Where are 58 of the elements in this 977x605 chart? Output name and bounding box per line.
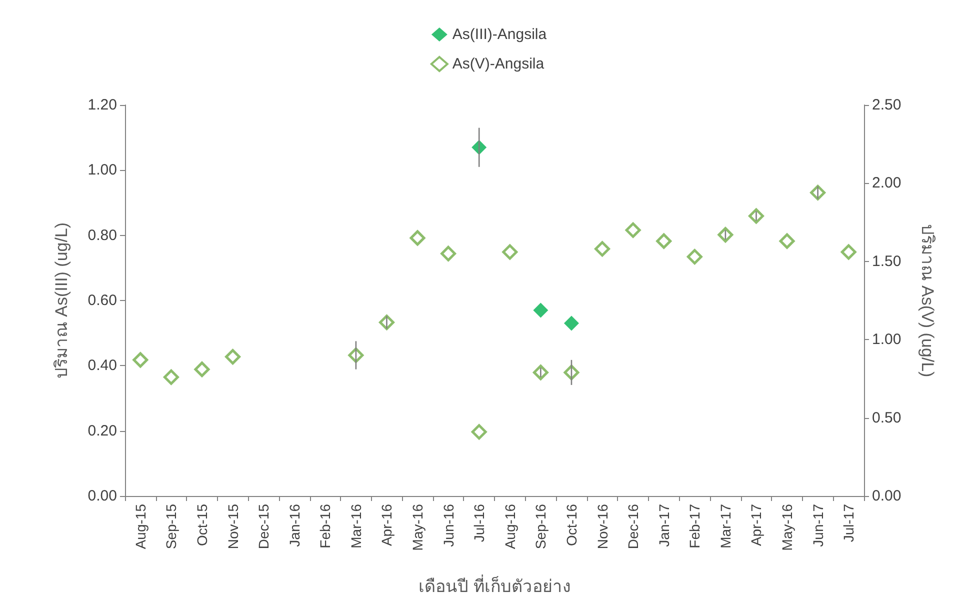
x-tick-label: Oct-16 xyxy=(563,504,580,546)
y-tick-label: 0.40 xyxy=(88,357,117,374)
y-axis-title: ปริมาณ As(III) (ug/L) xyxy=(52,222,71,379)
y2-tick-label: 0.00 xyxy=(872,488,902,504)
x-tick-label: Dec-16 xyxy=(625,504,642,550)
x-tick-label: Mar-17 xyxy=(717,504,734,548)
point xyxy=(625,222,641,238)
x-tick-label: Aug-16 xyxy=(502,504,518,550)
x-tick-label: Jun-17 xyxy=(810,504,826,547)
legend-label: As(V)-Angsila xyxy=(452,56,545,72)
y2-axis-title: ปริมาณ As(V) (ug/L) xyxy=(918,224,937,378)
point xyxy=(410,230,426,246)
point xyxy=(440,246,456,262)
y-tick-label: 1.20 xyxy=(88,96,117,114)
point xyxy=(840,244,856,260)
point xyxy=(163,369,179,385)
x-axis-title: เดือนปี ที่เก็บตัวอย่าง xyxy=(418,574,570,596)
x-tick-label: May-16 xyxy=(410,504,426,551)
point xyxy=(779,233,795,249)
y2-tick-label: 1.00 xyxy=(872,331,902,348)
x-tick-label: Dec-15 xyxy=(256,504,272,550)
point xyxy=(533,302,548,318)
x-tick-label: Jun-16 xyxy=(440,504,456,547)
x-tick-label: Jul-16 xyxy=(471,504,488,542)
x-tick-label: Sep-16 xyxy=(532,504,549,550)
y-tick-label: 0.60 xyxy=(88,292,117,309)
x-tick-label: Apr-16 xyxy=(378,504,395,546)
x-tick-label: Apr-17 xyxy=(748,504,764,546)
point xyxy=(502,244,518,260)
y2-tick-label: 2.00 xyxy=(872,174,902,192)
x-tick-label: Aug-15 xyxy=(132,504,148,550)
x-tick-label: Sep-15 xyxy=(163,504,180,550)
x-tick-label: May-16 xyxy=(779,504,796,551)
point xyxy=(686,248,702,264)
y2-tick-label: 1.50 xyxy=(872,252,902,270)
y-tick-label: 0.00 xyxy=(88,488,117,504)
point xyxy=(132,352,148,368)
x-tick-label: Feb-16 xyxy=(317,504,334,548)
x-tick-label: Oct-15 xyxy=(194,504,210,546)
y2-tick-label: 0.50 xyxy=(872,409,902,426)
x-tick-label: Jan-16 xyxy=(286,504,302,547)
point xyxy=(656,233,672,249)
x-tick-label: Feb-17 xyxy=(686,504,703,548)
x-tick-label: Jul-17 xyxy=(840,504,857,542)
x-tick-label: Nov-15 xyxy=(224,504,241,550)
x-tick-label: Mar-16 xyxy=(348,504,364,548)
point xyxy=(564,316,579,331)
point xyxy=(594,241,610,257)
x-tick-label: Jan-17 xyxy=(656,504,672,547)
y2-tick-label: 2.50 xyxy=(872,96,902,114)
y-tick-label: 0.80 xyxy=(88,226,117,244)
y-tick-label: 0.20 xyxy=(88,422,117,440)
point xyxy=(194,362,210,378)
x-tick-label: Nov-16 xyxy=(594,504,610,550)
point xyxy=(225,349,241,365)
point xyxy=(471,424,487,440)
y-tick-label: 1.00 xyxy=(88,162,117,179)
legend-label: As(III)-Angsila xyxy=(452,26,548,43)
